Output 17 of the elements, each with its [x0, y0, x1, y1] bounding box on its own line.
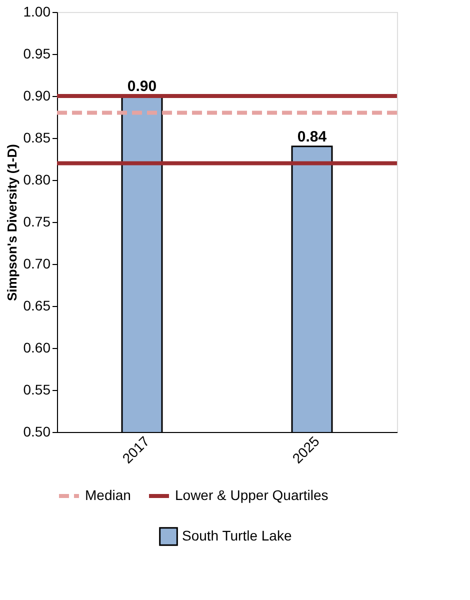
y-tick-label: 0.75 — [23, 214, 51, 230]
y-axis-title: Simpson's Diversity (1-D) — [4, 144, 20, 301]
y-tick-label: 0.60 — [23, 340, 51, 356]
legend-label: South Turtle Lake — [182, 528, 292, 544]
y-tick-label: 0.50 — [23, 424, 51, 440]
y-tick-label: 0.95 — [23, 46, 51, 62]
legend-label: Median — [85, 487, 131, 503]
data-label: 0.90 — [127, 78, 157, 95]
legend-label: Lower & Upper Quartiles — [175, 487, 328, 503]
y-tick-label: 0.80 — [23, 172, 51, 188]
y-tick-label: 0.70 — [23, 256, 51, 272]
y-tick-label: 0.90 — [23, 88, 51, 104]
y-tick-label: 0.65 — [23, 298, 51, 314]
y-tick-label: 0.55 — [23, 382, 51, 398]
y-tick-label: 0.85 — [23, 130, 51, 146]
data-label: 0.84 — [297, 128, 328, 146]
y-tick-label: 1.00 — [23, 4, 51, 20]
